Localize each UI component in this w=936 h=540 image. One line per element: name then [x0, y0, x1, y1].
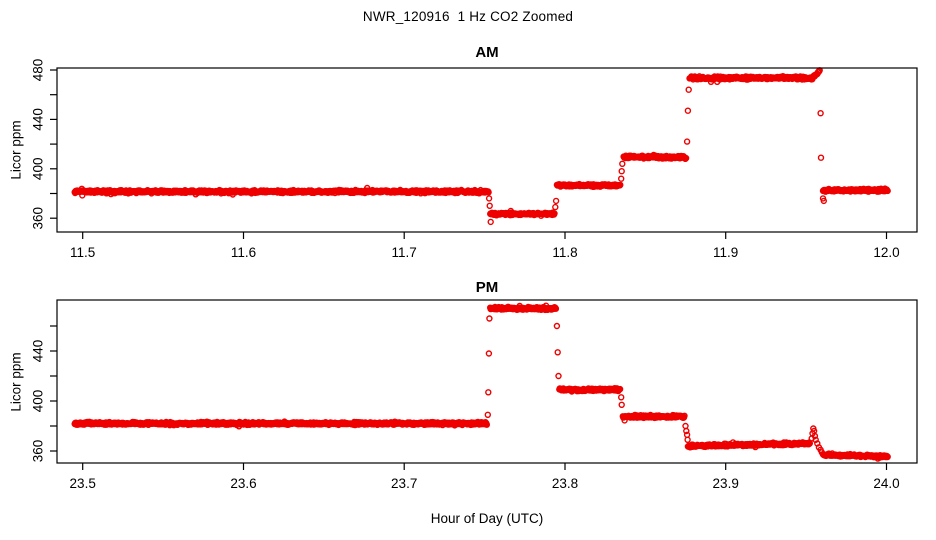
am-data-points	[71, 67, 891, 226]
pm-data-points	[71, 302, 891, 462]
am-plot-box	[56, 67, 918, 233]
x-tick-label: 12.0	[873, 245, 899, 260]
y-tick-label: 400	[31, 390, 46, 413]
y-tick-label: 400	[31, 158, 46, 181]
x-tick-label: 23.8	[552, 476, 578, 491]
pm-panel-title: PM	[475, 279, 499, 296]
x-tick-label: 11.5	[70, 245, 95, 260]
x-axis-label: Hour of Day (UTC)	[430, 511, 544, 526]
chart-title: NWR_120916 1 Hz CO2 Zoomed	[362, 9, 574, 24]
x-tick-label: 11.8	[552, 245, 577, 260]
y-tick-label: 480	[31, 59, 46, 82]
x-tick-label: 23.5	[70, 476, 96, 491]
am-panel: 11.5 11.6 11.7 11.8 11.9 12.0 360 400 440 480	[31, 59, 918, 260]
pm-panel: 23.5 23.6 23.7 23.8 23.9 24.0 360 400 440	[31, 299, 918, 491]
x-tick-label: 23.6	[230, 476, 256, 491]
x-tick-label: 11.6	[231, 245, 256, 260]
am-panel-title: AM	[475, 44, 499, 61]
y-tick-label: 360	[31, 207, 46, 230]
x-tick-label: 11.7	[392, 245, 417, 260]
x-tick-label: 24.0	[873, 476, 899, 491]
y-tick-label: 360	[31, 440, 46, 463]
y-tick-label: 440	[31, 108, 46, 131]
y-tick-label: 440	[31, 340, 46, 363]
x-tick-label: 23.9	[713, 476, 739, 491]
x-tick-label: 11.9	[713, 245, 738, 260]
x-tick-label: 23.7	[391, 476, 417, 491]
pm-plot-box	[56, 299, 918, 464]
